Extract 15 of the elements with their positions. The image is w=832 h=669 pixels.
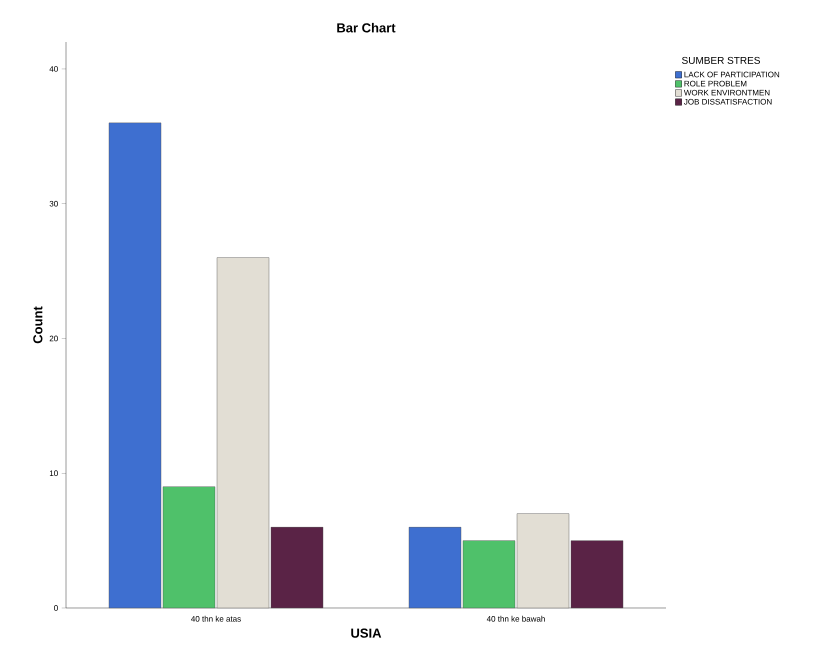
legend-label: WORK ENVIRONTMEN: [684, 90, 770, 96]
x-axis-title: USIA: [351, 628, 382, 638]
legend-title: SUMBER STRES: [682, 56, 760, 64]
y-tick-label: 10: [50, 470, 58, 476]
y-tick-label: 0: [54, 605, 58, 611]
x-tick-label: 40 thn ke atas: [191, 616, 241, 622]
y-axis-title: Count: [33, 306, 42, 344]
x-tick-label: 40 thn ke bawah: [486, 616, 545, 622]
y-tick-label: 20: [50, 336, 58, 342]
legend-label: ROLE PROBLEM: [684, 80, 746, 86]
legend-label: JOB DISSATISFACTION: [684, 98, 772, 105]
legend-label: LACK OF PARTICIPATION: [684, 72, 780, 78]
y-tick-label: 40: [49, 66, 58, 72]
y-tick-label: 30: [50, 200, 58, 207]
chart-title: Bar Chart: [337, 22, 396, 32]
